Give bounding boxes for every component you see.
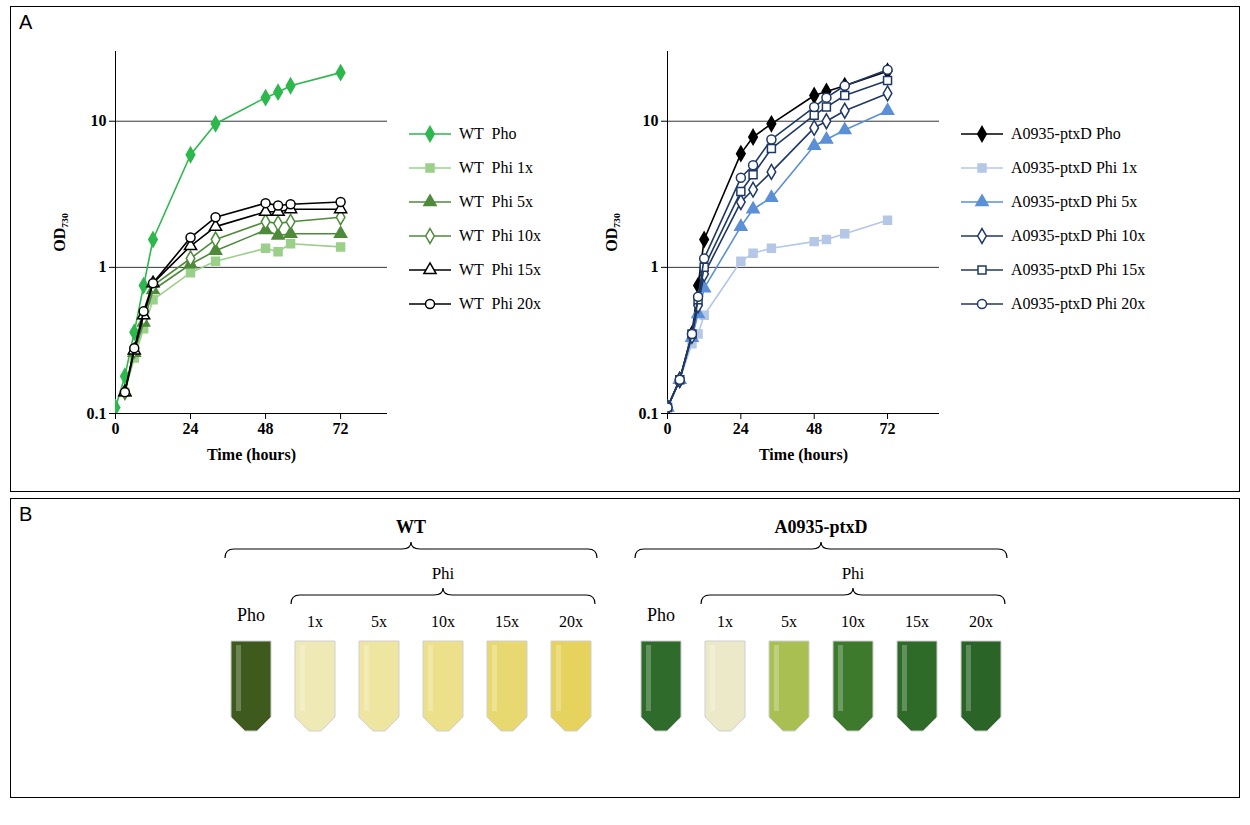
- svg-text:0.1: 0.1: [87, 405, 107, 422]
- svg-text:5x: 5x: [371, 613, 387, 630]
- svg-text:WT: WT: [396, 517, 426, 537]
- svg-text:20x: 20x: [969, 613, 993, 630]
- svg-text:10: 10: [643, 112, 659, 129]
- html-text:A0935-ptxD Phi 15x: A0935-ptxD Phi 15x: [1011, 261, 1146, 278]
- svg-text:Phi: Phi: [432, 564, 455, 583]
- html-text:WT Phi 10x: WT Phi 10x: [459, 227, 541, 244]
- svg-text:0.1: 0.1: [639, 405, 659, 422]
- svg-text:1: 1: [99, 258, 107, 275]
- svg-text:72: 72: [880, 420, 896, 437]
- svg-text:Pho: Pho: [237, 605, 265, 625]
- html-text:A0935-ptxD Pho: A0935-ptxD Pho: [1011, 125, 1121, 142]
- html-text:B: B: [19, 503, 33, 525]
- svg-text:72: 72: [333, 420, 349, 437]
- svg-text:15x: 15x: [905, 613, 929, 630]
- svg-text:48: 48: [806, 420, 822, 437]
- html-text:WT Phi 5x: WT Phi 5x: [459, 193, 533, 210]
- html-text:A0935-ptxD Phi 20x: A0935-ptxD Phi 20x: [1011, 295, 1146, 312]
- svg-text:0: 0: [664, 420, 672, 437]
- svg-text:15x: 15x: [495, 613, 519, 630]
- html-text:A0935-ptxD Phi 5x: A0935-ptxD Phi 5x: [1011, 193, 1138, 210]
- html-text:A0935-ptxD Phi 10x: A0935-ptxD Phi 10x: [1011, 227, 1146, 244]
- svg-text:10: 10: [91, 112, 107, 129]
- svg-text:Phi: Phi: [842, 564, 865, 583]
- svg-text:10x: 10x: [841, 613, 865, 630]
- html-text:WT Phi 15x: WT Phi 15x: [459, 261, 541, 278]
- svg-text:Pho: Pho: [647, 605, 675, 625]
- svg-text:24: 24: [183, 420, 199, 437]
- svg-text:48: 48: [258, 420, 274, 437]
- html-text:WT Phi 20x: WT Phi 20x: [459, 295, 541, 312]
- svg-text:10x: 10x: [431, 613, 455, 630]
- svg-text:1x: 1x: [307, 613, 323, 630]
- svg-text:Time (hours): Time (hours): [207, 446, 296, 464]
- svg-text:20x: 20x: [559, 613, 583, 630]
- html-text:A0935-ptxD Phi 1x: A0935-ptxD Phi 1x: [1011, 159, 1138, 176]
- svg-text:OD₇₃₀: OD₇₃₀: [603, 213, 620, 252]
- svg-text:Time (hours): Time (hours): [759, 446, 848, 464]
- svg-text:1: 1: [651, 258, 659, 275]
- svg-text:0: 0: [112, 420, 120, 437]
- svg-text:OD₇₃₀: OD₇₃₀: [51, 213, 68, 252]
- html-text:A: A: [19, 11, 33, 33]
- svg-text:A0935-ptxD: A0935-ptxD: [775, 517, 868, 537]
- svg-text:5x: 5x: [781, 613, 797, 630]
- html-text:WT Phi 1x: WT Phi 1x: [459, 159, 533, 176]
- svg-text:1x: 1x: [717, 613, 733, 630]
- html-text:WT Pho: WT Pho: [459, 125, 517, 142]
- svg-text:24: 24: [733, 420, 749, 437]
